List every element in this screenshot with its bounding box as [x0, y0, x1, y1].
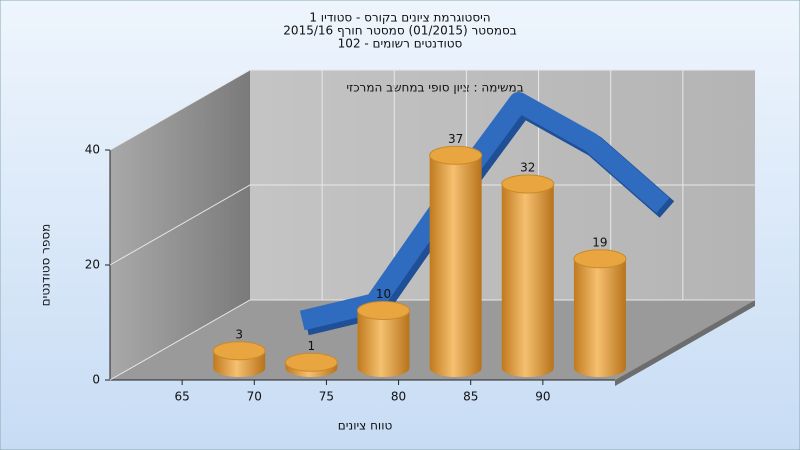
y-tick-label: 0	[92, 373, 100, 387]
bar	[357, 301, 410, 377]
bar	[284, 352, 338, 377]
title-line: בסמסטר (01/2015) סמסטר חורף 2015/16	[283, 24, 516, 38]
bar-part	[573, 258, 626, 377]
bar-part	[429, 155, 482, 377]
y-tick-label: 20	[85, 258, 100, 272]
bar-part	[501, 174, 555, 194]
bar	[501, 174, 555, 377]
data-label: 1	[308, 339, 316, 353]
title-line: סטודנטים רשומים - 102	[338, 37, 463, 51]
data-label: 32	[520, 161, 535, 175]
data-label: 19	[592, 235, 607, 249]
data-label: 10	[376, 287, 391, 301]
x-tick-label: 70	[247, 390, 262, 404]
bar-part	[429, 145, 483, 165]
bar	[573, 249, 627, 377]
x-axis-label: טווח ציונים	[338, 419, 393, 433]
bar-part	[357, 310, 410, 377]
x-tick-label: 85	[463, 390, 478, 404]
bar-part	[501, 184, 554, 377]
bar-part	[357, 301, 410, 320]
data-label: 37	[448, 132, 463, 146]
data-label: 3	[235, 327, 243, 341]
x-tick-label: 80	[391, 390, 406, 404]
bar-part	[573, 249, 627, 269]
grid-line	[109, 69, 755, 151]
annotation: במשימה : ציון סופי במחשב המרכזי	[346, 81, 523, 95]
y-tick-label: 40	[85, 143, 100, 157]
bar	[429, 145, 483, 377]
grid-line	[109, 184, 755, 266]
title-line: היסטוגרמת ציונים בקורס - סטודיו 1	[309, 11, 490, 25]
bar-part	[212, 341, 266, 361]
x-tick-label: 65	[175, 390, 190, 404]
bar-part	[284, 352, 338, 372]
x-tick-label: 90	[535, 390, 550, 404]
y-axis-label: מספר סטודנטים	[39, 224, 53, 307]
bar	[212, 341, 266, 377]
floor-edge	[615, 300, 755, 386]
x-tick-label: 75	[319, 390, 334, 404]
